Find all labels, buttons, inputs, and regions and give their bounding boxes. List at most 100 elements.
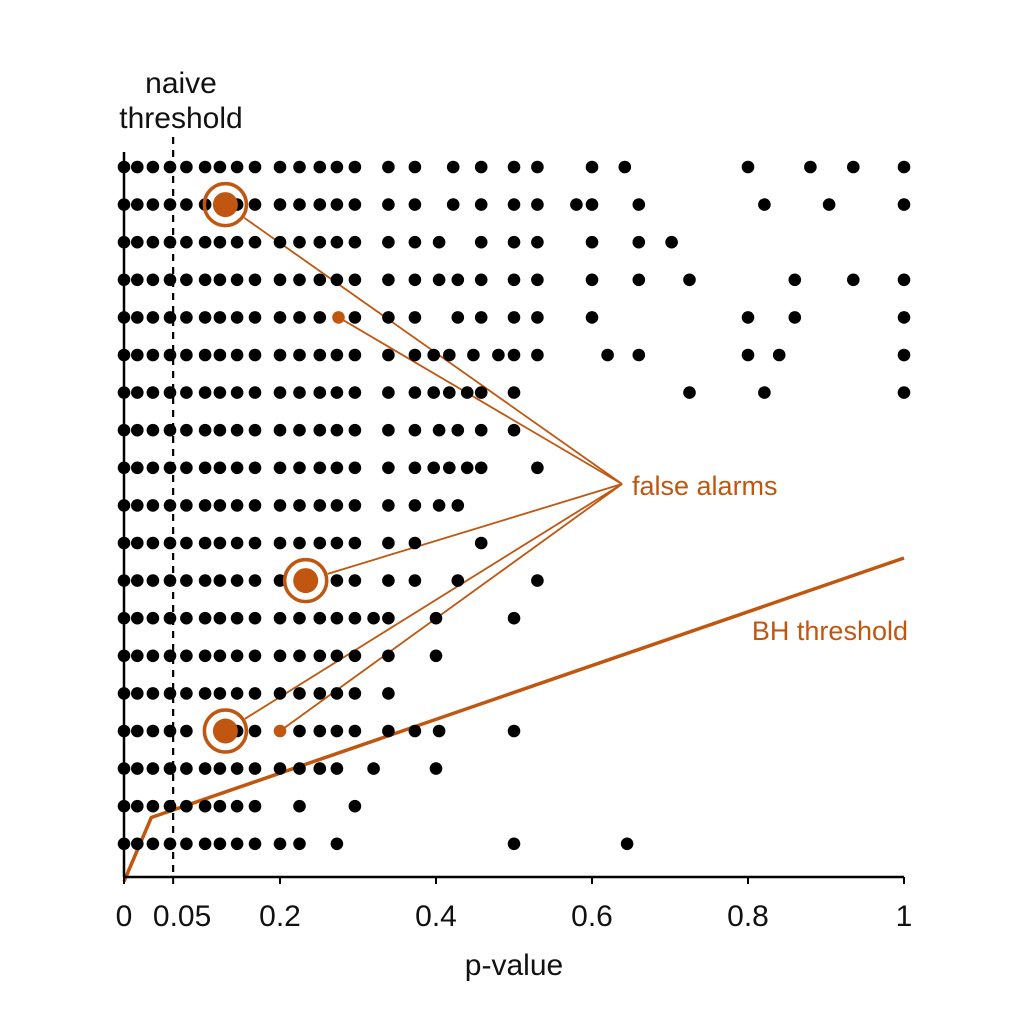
data-point (443, 348, 456, 362)
data-point (293, 235, 306, 249)
data-point (230, 311, 244, 324)
data-point (330, 160, 344, 174)
data-point (248, 574, 262, 587)
data-point (474, 461, 488, 475)
data-point (163, 574, 177, 587)
data-point (741, 311, 755, 324)
data-point (741, 160, 755, 174)
data-point (330, 574, 344, 587)
data-point (531, 461, 544, 475)
data-point (408, 724, 422, 738)
data-point (163, 649, 177, 663)
data-point (248, 311, 262, 324)
data-point (248, 837, 262, 851)
data-point (382, 687, 395, 700)
data-point (273, 574, 287, 587)
axes: 0 0.05 0.2 0.4 0.6 0.8 1 (116, 137, 912, 933)
data-point (313, 198, 327, 211)
false-alarm-point (332, 311, 345, 324)
data-point (467, 348, 480, 362)
data-point (213, 499, 227, 512)
data-point (293, 198, 306, 211)
data-point (146, 724, 160, 738)
data-point (443, 386, 456, 399)
bh-threshold-line (122, 556, 905, 883)
data-point (180, 724, 193, 738)
data-point (198, 311, 212, 324)
data-point (163, 461, 177, 475)
data-point (273, 536, 287, 550)
data-point (330, 235, 344, 249)
data-point (131, 423, 144, 437)
data-point (248, 198, 262, 211)
data-point (163, 536, 177, 550)
data-point (293, 611, 306, 625)
data-point (273, 687, 287, 700)
data-point (507, 423, 521, 437)
data-point (451, 423, 465, 437)
x-tick-label: 0.8 (727, 900, 769, 933)
data-point (248, 235, 262, 249)
data-point (163, 687, 177, 700)
data-point (198, 649, 212, 663)
false-alarm-point (212, 192, 238, 218)
data-point (230, 499, 244, 512)
data-point (230, 423, 244, 437)
data-point (293, 837, 306, 851)
data-point (273, 311, 287, 324)
data-point (474, 235, 488, 249)
data-point (293, 273, 306, 287)
data-point (131, 348, 144, 362)
data-point (293, 461, 306, 475)
data-point (429, 611, 443, 625)
data-point (213, 649, 227, 663)
data-point (198, 235, 212, 249)
false-alarm-leader-line (284, 483, 623, 729)
false-alarm-leader-line (244, 483, 623, 720)
data-point (330, 273, 344, 287)
data-point (348, 687, 362, 700)
data-point (146, 235, 160, 249)
data-point (427, 348, 441, 362)
data-point (273, 273, 287, 287)
data-point (273, 423, 287, 437)
data-point (507, 611, 521, 625)
data-point (131, 687, 144, 700)
data-point (804, 160, 817, 174)
data-point (198, 536, 212, 550)
bh-threshold-layer (122, 556, 905, 883)
data-point (330, 386, 344, 399)
data-point (408, 461, 422, 475)
data-point (131, 724, 144, 738)
data-point (348, 536, 362, 550)
false-alarm-leader-line (327, 483, 623, 575)
data-point (230, 235, 244, 249)
data-point (248, 386, 262, 399)
data-point (620, 837, 634, 851)
data-point (198, 423, 212, 437)
data-point (758, 386, 771, 399)
data-point (451, 574, 465, 587)
data-point (248, 461, 262, 475)
data-point (382, 423, 395, 437)
data-point (313, 235, 327, 249)
data-point (163, 611, 177, 625)
data-point (131, 386, 144, 399)
data-point (585, 198, 599, 211)
data-point (163, 724, 177, 738)
data-point (131, 837, 144, 851)
data-point (382, 536, 395, 550)
false-alarm-ring (282, 557, 329, 604)
data-point (313, 160, 327, 174)
data-point (146, 536, 160, 550)
data-point (230, 160, 244, 174)
data-point (273, 461, 287, 475)
data-point (213, 273, 227, 287)
data-point (198, 386, 212, 399)
data-point (213, 461, 227, 475)
data-point (382, 611, 395, 625)
data-point (273, 837, 287, 851)
data-point (230, 574, 244, 587)
data-point (330, 423, 344, 437)
